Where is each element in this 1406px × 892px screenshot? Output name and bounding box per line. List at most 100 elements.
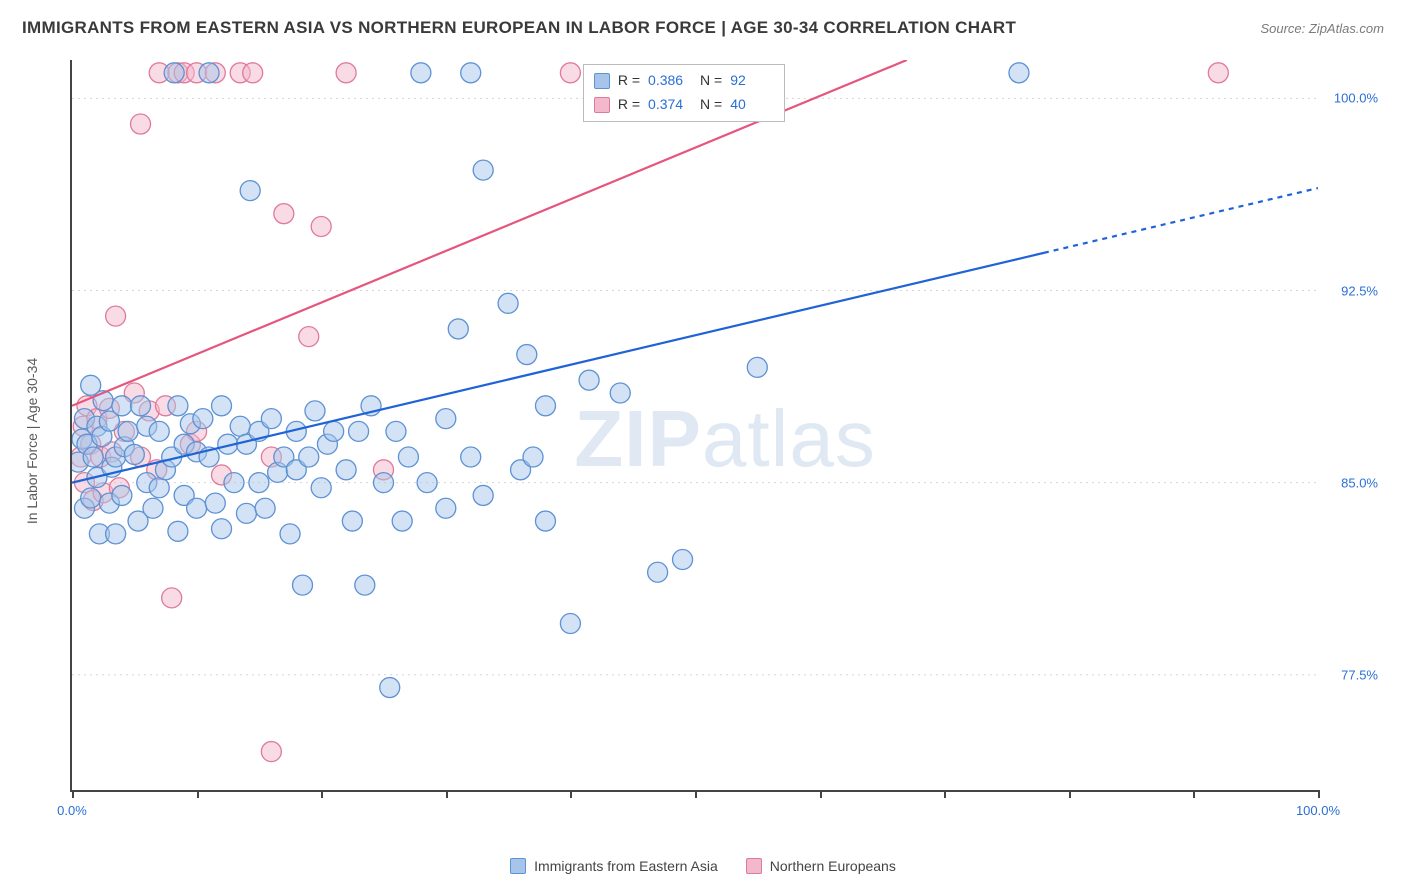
chart-header: IMMIGRANTS FROM EASTERN ASIA VS NORTHERN…	[22, 18, 1384, 38]
scatter-point-eastern_asia	[149, 478, 169, 498]
scatter-point-eastern_asia	[324, 421, 344, 441]
scatter-point-eastern_asia	[473, 160, 493, 180]
legend-stats-row-northern_european: R = 0.374 N = 40	[594, 93, 774, 117]
scatter-point-eastern_asia	[380, 678, 400, 698]
scatter-point-eastern_asia	[249, 473, 269, 493]
scatter-point-eastern_asia	[436, 409, 456, 429]
trend-line-eastern_asia	[72, 253, 1044, 483]
series-legend: Immigrants from Eastern Asia Northern Eur…	[0, 858, 1406, 874]
x-tick-mark	[1193, 790, 1195, 798]
scatter-point-eastern_asia	[118, 421, 138, 441]
scatter-point-eastern_asia	[236, 503, 256, 523]
scatter-point-eastern_asia	[299, 447, 319, 467]
x-tick-label: 100.0%	[1296, 803, 1340, 818]
scatter-point-eastern_asia	[473, 485, 493, 505]
scatter-point-eastern_asia	[230, 416, 250, 436]
scatter-point-eastern_asia	[1009, 63, 1029, 83]
n-label: N =	[700, 69, 722, 93]
scatter-point-eastern_asia	[168, 396, 188, 416]
scatter-point-eastern_asia	[212, 519, 232, 539]
scatter-point-eastern_asia	[579, 370, 599, 390]
legend-item-eastern_asia: Immigrants from Eastern Asia	[510, 858, 718, 874]
scatter-point-eastern_asia	[336, 460, 356, 480]
trend-line-dashed-eastern_asia	[1044, 188, 1318, 253]
scatter-point-eastern_asia	[342, 511, 362, 531]
scatter-point-eastern_asia	[311, 478, 331, 498]
scatter-point-eastern_asia	[124, 444, 144, 464]
scatter-point-northern_european	[162, 588, 182, 608]
legend-swatch-northern_european	[594, 97, 610, 113]
legend-swatch-eastern_asia	[594, 73, 610, 89]
scatter-point-eastern_asia	[535, 396, 555, 416]
scatter-point-eastern_asia	[673, 549, 693, 569]
scatter-point-northern_european	[243, 63, 263, 83]
scatter-point-eastern_asia	[747, 357, 767, 377]
chart-title: IMMIGRANTS FROM EASTERN ASIA VS NORTHERN…	[22, 18, 1016, 38]
scatter-point-eastern_asia	[498, 293, 518, 313]
scatter-point-eastern_asia	[560, 614, 580, 634]
x-tick-mark	[695, 790, 697, 798]
scatter-point-eastern_asia	[461, 447, 481, 467]
legend-stats-row-eastern_asia: R = 0.386N = 92	[594, 69, 774, 93]
r-value-northern_european: 0.374	[648, 93, 692, 117]
scatter-point-eastern_asia	[255, 498, 275, 518]
scatter-point-eastern_asia	[448, 319, 468, 339]
scatter-point-eastern_asia	[398, 447, 418, 467]
scatter-point-eastern_asia	[461, 63, 481, 83]
r-label: R =	[618, 93, 640, 117]
scatter-point-eastern_asia	[212, 396, 232, 416]
x-tick-mark	[72, 790, 74, 798]
scatter-point-northern_european	[311, 216, 331, 236]
y-tick-label: 77.5%	[1341, 667, 1378, 682]
scatter-point-eastern_asia	[648, 562, 668, 582]
scatter-point-eastern_asia	[374, 473, 394, 493]
scatter-point-eastern_asia	[112, 396, 132, 416]
scatter-point-eastern_asia	[610, 383, 630, 403]
scatter-point-eastern_asia	[224, 473, 244, 493]
y-tick-label: 85.0%	[1341, 475, 1378, 490]
scatter-point-eastern_asia	[293, 575, 313, 595]
plot-container: In Labor Force | Age 30-34 ZIPatlas R = …	[50, 50, 1388, 832]
y-axis-label: In Labor Force | Age 30-34	[24, 358, 40, 524]
x-tick-mark	[321, 790, 323, 798]
plot-svg	[72, 60, 1318, 790]
legend-swatch-northern_european	[746, 858, 762, 874]
y-tick-label: 100.0%	[1334, 91, 1378, 106]
scatter-point-eastern_asia	[261, 409, 281, 429]
scatter-point-northern_european	[560, 63, 580, 83]
scatter-point-eastern_asia	[355, 575, 375, 595]
x-tick-mark	[1069, 790, 1071, 798]
scatter-point-eastern_asia	[193, 409, 213, 429]
correlation-legend: R = 0.386N = 92R = 0.374 N = 40	[583, 64, 785, 122]
source-name: ZipAtlas.com	[1309, 21, 1384, 36]
scatter-point-eastern_asia	[83, 447, 103, 467]
n-value-northern_european: 40	[730, 93, 774, 117]
scatter-point-eastern_asia	[417, 473, 437, 493]
scatter-plot: ZIPatlas R = 0.386N = 92R = 0.374N = 40 …	[70, 60, 1318, 792]
scatter-point-eastern_asia	[131, 396, 151, 416]
scatter-point-northern_european	[261, 742, 281, 762]
legend-item-northern_european: Northern Europeans	[746, 858, 896, 874]
x-tick-mark	[944, 790, 946, 798]
scatter-point-eastern_asia	[349, 421, 369, 441]
scatter-point-eastern_asia	[517, 345, 537, 365]
scatter-point-eastern_asia	[199, 63, 219, 83]
scatter-point-eastern_asia	[112, 485, 132, 505]
legend-swatch-eastern_asia	[510, 858, 526, 874]
source-prefix: Source:	[1260, 21, 1308, 36]
x-tick-label: 0.0%	[57, 803, 87, 818]
legend-label-northern_european: Northern Europeans	[770, 858, 896, 874]
scatter-point-northern_european	[106, 306, 126, 326]
scatter-point-eastern_asia	[205, 493, 225, 513]
scatter-point-northern_european	[299, 327, 319, 347]
x-tick-mark	[1318, 790, 1320, 798]
scatter-point-northern_european	[1208, 63, 1228, 83]
legend-label-eastern_asia: Immigrants from Eastern Asia	[534, 858, 718, 874]
scatter-point-northern_european	[131, 114, 151, 134]
scatter-point-eastern_asia	[81, 488, 101, 508]
scatter-point-eastern_asia	[280, 524, 300, 544]
r-label: R =	[618, 69, 640, 93]
scatter-point-eastern_asia	[168, 521, 188, 541]
n-label: N =	[700, 93, 722, 117]
scatter-point-eastern_asia	[436, 498, 456, 518]
